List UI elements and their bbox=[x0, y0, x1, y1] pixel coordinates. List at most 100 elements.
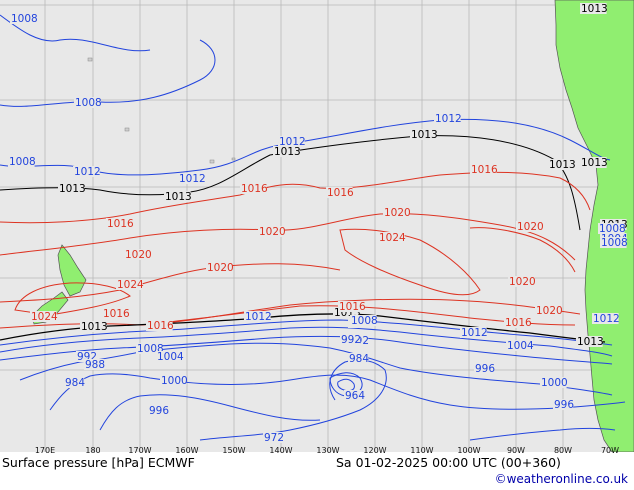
footer-band bbox=[0, 452, 634, 490]
isobar-label: 1012 bbox=[593, 313, 620, 325]
isobar-label: 1008 bbox=[75, 97, 102, 109]
longitude-label: 130W bbox=[316, 446, 340, 455]
isobar-label: 996 bbox=[149, 405, 169, 417]
isobar-label: 1013 bbox=[59, 183, 86, 195]
isobar-label: 1016 bbox=[505, 317, 532, 329]
isobar-label-bg bbox=[598, 223, 625, 234]
isobar-label: 1012 bbox=[461, 327, 488, 339]
isobar-label-bg bbox=[178, 173, 205, 184]
longitude-label: 80W bbox=[553, 446, 573, 455]
isobar-label: 1024 bbox=[117, 279, 144, 291]
isobar-label-bg bbox=[240, 183, 267, 194]
isobar-label-bg bbox=[350, 315, 377, 326]
isobar-label-bg bbox=[378, 232, 405, 243]
isobar-label-bg bbox=[73, 166, 100, 177]
isobar-label: 1000 bbox=[541, 377, 568, 389]
longitude-label: 150W bbox=[222, 446, 246, 455]
isobar-label: 1013 bbox=[549, 159, 576, 171]
isobar-label: 1013 bbox=[581, 3, 608, 15]
longitude-label: 140W bbox=[269, 446, 293, 455]
isobar-label-bg bbox=[58, 183, 85, 194]
isobar-label: 1020 bbox=[509, 276, 536, 288]
isobar-label: 1016 bbox=[147, 320, 174, 332]
isobar-label: 1012 bbox=[179, 173, 206, 185]
isobar-label-bg bbox=[548, 159, 575, 170]
longitude-label: 170W bbox=[128, 446, 152, 455]
isobar-label: 1013 bbox=[274, 146, 301, 158]
isobar-label-bg bbox=[600, 237, 627, 248]
isobar-label-bg bbox=[146, 320, 173, 331]
isobar-label: 1008 bbox=[9, 156, 36, 168]
isobar-label-bg bbox=[278, 136, 305, 147]
longitude-label: 90W bbox=[506, 446, 526, 455]
isobar-label-bg bbox=[244, 311, 271, 322]
isobar-label: 1012 bbox=[245, 311, 272, 323]
isobar-label-bg bbox=[30, 311, 57, 322]
isobar-label-bg bbox=[553, 399, 574, 410]
isobar-label-bg bbox=[504, 317, 531, 328]
isobar-label-bg bbox=[8, 156, 35, 167]
isobar-label-bg bbox=[348, 353, 369, 364]
isobar-label-bg bbox=[580, 3, 607, 14]
isobar-label-bg bbox=[326, 187, 353, 198]
isobar-label: 1016 bbox=[327, 187, 354, 199]
isobar-label: 1020 bbox=[384, 207, 411, 219]
isobar-label-bg bbox=[344, 390, 365, 401]
isobar-label: 992 bbox=[341, 334, 361, 346]
isobar-label-bg bbox=[148, 405, 169, 416]
isobar-label: 1013 bbox=[581, 157, 608, 169]
isobar-label-bg bbox=[164, 191, 191, 202]
isobar-label: 1013 bbox=[165, 191, 192, 203]
isobar-label-bg bbox=[273, 146, 300, 157]
isobar-label: 1008 bbox=[601, 237, 628, 249]
isobar-label-bg bbox=[102, 308, 129, 319]
south-america bbox=[554, 0, 634, 453]
longitude-label: 160W bbox=[175, 446, 199, 455]
isobar-label: 988 bbox=[85, 359, 105, 371]
isobar-label: 1020 bbox=[259, 226, 286, 238]
isobar-label: 1020 bbox=[207, 262, 234, 274]
map-title: Surface pressure [hPa] ECMWF bbox=[2, 455, 195, 470]
isobar-label-bg bbox=[64, 377, 85, 388]
isobar-label-bg bbox=[160, 375, 187, 386]
isobar-label-bg bbox=[580, 157, 607, 168]
isobar-label: 1024 bbox=[379, 232, 406, 244]
isobar-label-bg bbox=[434, 113, 461, 124]
isobar-label: 1004 bbox=[157, 351, 184, 363]
isobar-label-bg bbox=[338, 301, 365, 312]
isobar-label-bg bbox=[516, 221, 543, 232]
valid-time: Sa 01-02-2025 00:00 UTC (00+360) bbox=[336, 455, 561, 470]
isobar-label: 1012 bbox=[279, 136, 306, 148]
isobar-label-bg bbox=[74, 97, 101, 108]
isobar-label: 984 bbox=[65, 377, 85, 389]
isobar-label: 964 bbox=[345, 390, 365, 402]
isobar-label-bg bbox=[333, 307, 360, 318]
isobar-label: 1004 bbox=[507, 340, 534, 352]
isobar-label: 1008 bbox=[599, 223, 626, 235]
isobar-label-bg bbox=[263, 432, 284, 443]
isobar-label-bg bbox=[116, 279, 143, 290]
isobar-label-bg bbox=[506, 340, 533, 351]
longitude-label: 120W bbox=[363, 446, 387, 455]
isobar-label-bg bbox=[106, 218, 133, 229]
isobar-label: 1016 bbox=[339, 301, 366, 313]
isobar-label-bg bbox=[76, 351, 97, 362]
longitude-label: 180 bbox=[85, 446, 101, 455]
isobar-label-bg bbox=[540, 377, 567, 388]
isobar-label: 1016 bbox=[241, 183, 268, 195]
isobar-label: 1012 bbox=[74, 166, 101, 178]
isobar-label-bg bbox=[460, 327, 487, 338]
isobar-labels: 1008100810081012101210121012101310131013… bbox=[8, 3, 628, 444]
isobar-label: 1024 bbox=[31, 311, 58, 323]
isobar-label-bg bbox=[10, 13, 37, 24]
isobar-label: 1016 bbox=[103, 308, 130, 320]
isobar-label: 1020 bbox=[536, 305, 563, 317]
longitude-label: 110W bbox=[410, 446, 434, 455]
credit-link[interactable]: ©weatheronline.co.uk bbox=[494, 472, 628, 486]
isobar-label-bg bbox=[258, 226, 285, 237]
longitude-label: 100W bbox=[457, 446, 481, 455]
isobar-label: 1016 bbox=[471, 164, 498, 176]
isobar-label-bg bbox=[84, 359, 105, 370]
isobars-red bbox=[0, 171, 591, 329]
